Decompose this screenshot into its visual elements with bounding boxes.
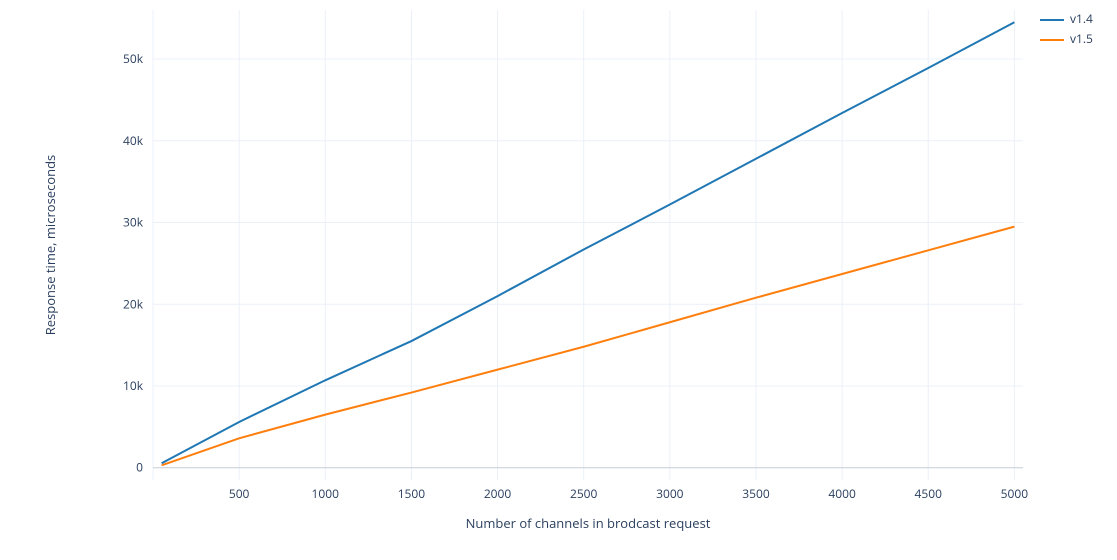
y-tick-label: 0 xyxy=(136,459,143,476)
line-chart: 500 1000 1500 2000 2500 3000 3500 4000 4500 5000 0… xyxy=(0,0,1117,560)
x-axis-label: Number of channels in brodcast request xyxy=(466,514,711,532)
y-tick-label: 50k xyxy=(123,50,144,67)
x-tick-label: 3000 xyxy=(656,485,684,502)
series-line-v1.4 xyxy=(162,22,1015,463)
x-tick-label: 5000 xyxy=(1001,485,1029,502)
x-tick-label: 2500 xyxy=(570,485,598,502)
legend-label[interactable]: v1.5 xyxy=(1070,30,1093,47)
x-tick-label: 500 xyxy=(229,485,250,502)
x-tick-label: 3500 xyxy=(742,485,770,502)
y-axis-label: Response time, microseconds xyxy=(41,155,59,335)
x-tick-label: 4000 xyxy=(828,485,856,502)
y-tick-label: 10k xyxy=(123,377,144,394)
x-tick-label: 1500 xyxy=(398,485,426,502)
x-tick-label: 1000 xyxy=(312,485,340,502)
x-tick-label: 4500 xyxy=(915,485,943,502)
y-tick-label: 20k xyxy=(123,295,144,312)
chart-svg: 500 1000 1500 2000 2500 3000 3500 4000 4500 5000 0… xyxy=(0,0,1117,560)
series-line-v1.5 xyxy=(162,227,1015,466)
y-tick-label: 40k xyxy=(123,132,144,149)
x-tick-label: 2000 xyxy=(484,485,512,502)
legend-label[interactable]: v1.4 xyxy=(1070,10,1093,27)
y-tick-label: 30k xyxy=(123,214,144,231)
